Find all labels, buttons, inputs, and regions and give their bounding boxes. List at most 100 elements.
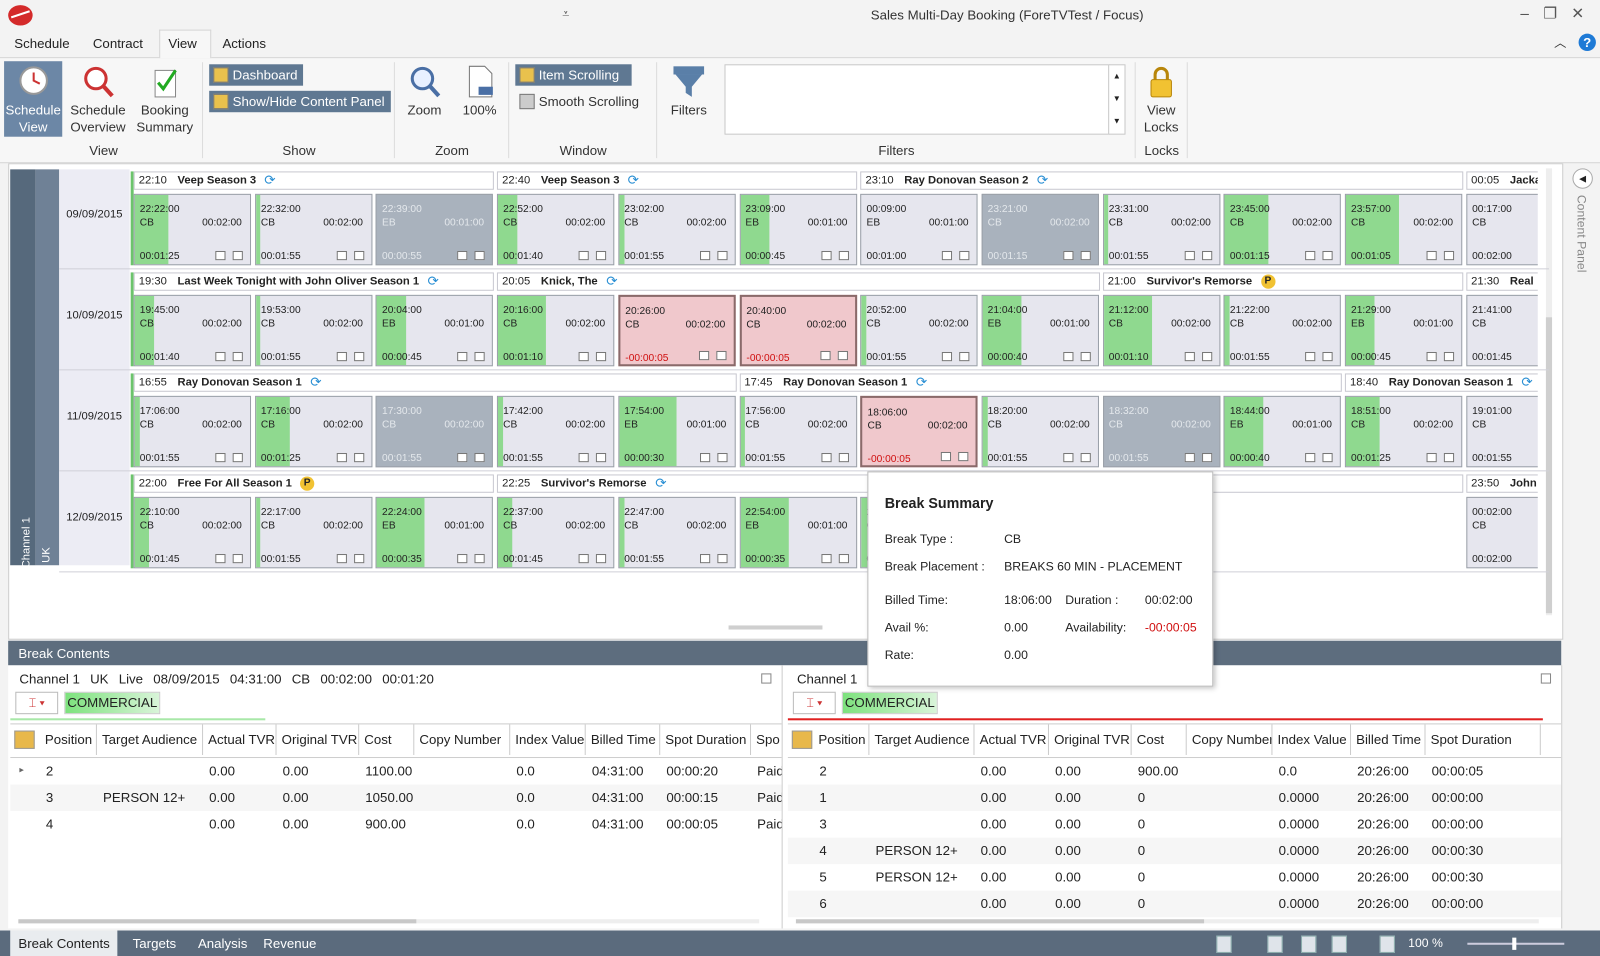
break-cell[interactable]: 21:04:00 EB 00:01:00 00:00:40 <box>981 294 1099 367</box>
filter-chip[interactable]: COMMERCIAL <box>64 691 161 715</box>
column-header[interactable]: Copy Number <box>414 724 511 756</box>
break-cell[interactable]: 22:47:00 CB 00:02:00 00:01:55 <box>618 496 736 569</box>
break-cell[interactable]: 22:39:00 EB 00:01:00 00:00:55 <box>375 193 494 266</box>
programme-header[interactable]: 19:30 Last Week Tonight with John Oliver … <box>133 272 494 291</box>
column-header[interactable]: Target Audience <box>97 724 204 756</box>
ribbon-button[interactable]: Item Scrolling <box>515 64 632 86</box>
break-cell[interactable]: 19:45:00 CB 00:02:00 00:01:40 <box>133 294 252 367</box>
break-cell[interactable]: 20:04:00 EB 00:01:00 00:00:45 <box>375 294 494 367</box>
content-panel-button[interactable]: ◀ <box>1572 168 1593 189</box>
programme-header[interactable]: 22:00 Free For All Season 1 P <box>133 474 494 493</box>
break-cell[interactable]: 21:22:00 CB 00:02:00 00:01:55 <box>1223 294 1342 367</box>
table-row[interactable] <box>787 837 1562 865</box>
status-icon[interactable] <box>1267 935 1283 953</box>
break-cell[interactable]: 19:01:00 CB 00:01:55 <box>1466 395 1538 468</box>
break-cell[interactable]: 22:22:00 CB 00:02:00 00:01:25 <box>133 193 252 266</box>
ribbon-button[interactable]: View Locks <box>1139 61 1184 137</box>
pane-pin[interactable] <box>761 673 772 684</box>
column-header[interactable]: Cost <box>1132 724 1187 756</box>
column-header[interactable]: Original TVR <box>1049 724 1132 756</box>
status-tab[interactable]: Targets <box>132 935 177 951</box>
break-cell[interactable]: 21:12:00 CB 00:02:00 00:01:10 <box>1102 294 1220 367</box>
break-cell[interactable]: 23:21:00 CB 00:02:00 00:01:15 <box>981 193 1099 266</box>
break-cell[interactable]: 22:24:00 EB 00:01:00 00:00:35 <box>375 496 494 569</box>
table-row[interactable] <box>10 758 782 785</box>
ribbon-button[interactable]: Filters <box>663 61 714 137</box>
column-header[interactable]: Copy Number <box>1187 724 1273 756</box>
break-cell[interactable]: 18:44:00 EB 00:01:00 00:00:40 <box>1223 395 1342 468</box>
table-row[interactable] <box>10 811 782 838</box>
ribbon-button[interactable]: Show/Hide Content Panel <box>209 90 391 113</box>
quick-access[interactable]: ⩡ <box>562 6 570 21</box>
programme-header[interactable]: 16:55 Ray Donovan Season 1 ⟳ <box>133 373 737 392</box>
break-cell[interactable]: 22:52:00 CB 00:02:00 00:01:40 <box>497 193 615 266</box>
menu-tab[interactable]: Contract <box>92 35 144 52</box>
column-header[interactable]: Index Value <box>510 724 586 756</box>
programme-header[interactable]: 22:10 Veep Season 3 ⟳ <box>133 171 494 190</box>
column-chooser[interactable] <box>14 730 35 749</box>
break-cell[interactable]: 17:54:00 EB 00:01:00 00:00:30 <box>618 395 736 468</box>
break-cell[interactable]: 23:09:00 EB 00:01:00 00:00:45 <box>739 193 857 266</box>
ribbon-button[interactable]: Smooth Scrolling <box>515 91 644 112</box>
menu-tab[interactable]: Schedule <box>14 35 70 52</box>
break-cell[interactable]: 20:40:00 CB 00:02:00 -00:00:05 <box>739 294 857 367</box>
programme-header[interactable]: 23:10 Ray Donovan Season 2 ⟳ <box>860 171 1463 190</box>
break-cell[interactable]: 22:10:00 CB 00:02:00 00:01:45 <box>133 496 252 569</box>
table-row[interactable] <box>787 758 1562 785</box>
status-icon[interactable] <box>1379 935 1395 953</box>
break-cell[interactable]: 22:54:00 EB 00:01:00 00:00:35 <box>739 496 857 569</box>
break-cell[interactable]: 00:17:00 CB 00:02:00 <box>1466 193 1538 266</box>
table-row[interactable] <box>787 811 1562 838</box>
status-tab[interactable]: Analysis <box>197 935 248 951</box>
filter-box[interactable] <box>724 64 1111 135</box>
break-cell[interactable]: 17:30:00 CB 00:02:00 00:01:55 <box>375 395 494 468</box>
menu-tab[interactable]: Actions <box>222 35 266 52</box>
column-header[interactable]: Position <box>40 724 97 756</box>
programme-header[interactable]: 00:05Jacka⟳ <box>1466 171 1538 190</box>
break-cell[interactable]: 18:32:00 CB 00:02:00 00:01:55 <box>1102 395 1220 468</box>
column-header[interactable]: Billed Time <box>1351 724 1426 756</box>
break-cell[interactable]: 23:31:00 CB 00:02:00 00:01:55 <box>1102 193 1220 266</box>
help-button[interactable]: ? <box>1578 33 1596 52</box>
status-icon[interactable] <box>1216 935 1232 953</box>
zoom-thumb[interactable] <box>1512 937 1517 950</box>
break-cell[interactable]: 00:02:00 CB 00:02:00 <box>1466 496 1538 569</box>
menu-tab[interactable]: View <box>168 35 197 52</box>
column-header[interactable]: Cost <box>359 724 415 756</box>
column-header[interactable]: Spot Duration <box>660 724 752 756</box>
break-cell[interactable]: 18:06:00 CB 00:02:00 -00:00:05 <box>860 395 978 468</box>
column-header[interactable]: Spo <box>751 724 782 755</box>
break-cell[interactable]: 20:26:00 CB 00:02:00 -00:00:05 <box>618 294 736 367</box>
break-cell[interactable]: 17:42:00 CB 00:02:00 00:01:55 <box>497 395 615 468</box>
type-dropdown[interactable]: ⌶ ▾ <box>792 691 836 715</box>
column-header[interactable]: Target Audience <box>869 724 975 756</box>
break-cell[interactable]: 21:29:00 EB 00:01:00 00:00:45 <box>1344 294 1463 367</box>
break-cell[interactable]: 23:57:00 CB 00:02:00 00:01:05 <box>1344 193 1463 266</box>
break-cell[interactable]: 22:37:00 CB 00:02:00 00:01:45 <box>497 496 615 569</box>
column-chooser[interactable] <box>791 730 813 749</box>
column-header[interactable]: Position <box>813 724 870 756</box>
column-header[interactable]: Actual TVR <box>974 724 1049 756</box>
break-cell[interactable]: 22:17:00 CB 00:02:00 00:01:55 <box>254 496 373 569</box>
table-row[interactable] <box>787 784 1562 812</box>
break-cell[interactable]: 17:06:00 CB 00:02:00 00:01:55 <box>133 395 252 468</box>
filter-spinner[interactable]: ▲ ▼ ▼ <box>1108 64 1126 135</box>
break-cell[interactable]: 22:32:00 CB 00:02:00 00:01:55 <box>254 193 373 266</box>
ribbon-button[interactable]: Zoom <box>401 61 448 137</box>
status-icon[interactable] <box>1331 935 1347 953</box>
programme-header[interactable]: 21:00 Survivor's Remorse P <box>1102 272 1463 291</box>
break-cell[interactable]: 23:02:00 CB 00:02:00 00:01:55 <box>618 193 736 266</box>
programme-header[interactable]: 17:45 Ray Donovan Season 1 ⟳ <box>739 373 1342 392</box>
ribbon-button[interactable]: Schedule View <box>4 61 63 137</box>
column-header[interactable]: Spot Duration <box>1426 724 1541 756</box>
break-cell[interactable]: 18:20:00 CB 00:02:00 00:01:55 <box>981 395 1099 468</box>
column-header[interactable]: Actual TVR <box>203 724 277 756</box>
table-row[interactable] <box>787 890 1562 918</box>
break-cell[interactable]: 21:41:00 CB 00:01:45 <box>1466 294 1538 367</box>
window-controls[interactable]: –❐✕ <box>1520 5 1599 23</box>
programme-header[interactable]: 22:40 Veep Season 3 ⟳ <box>497 171 858 190</box>
status-icon[interactable] <box>1301 935 1317 953</box>
break-cell[interactable]: 17:56:00 CB 00:02:00 00:01:55 <box>739 395 857 468</box>
